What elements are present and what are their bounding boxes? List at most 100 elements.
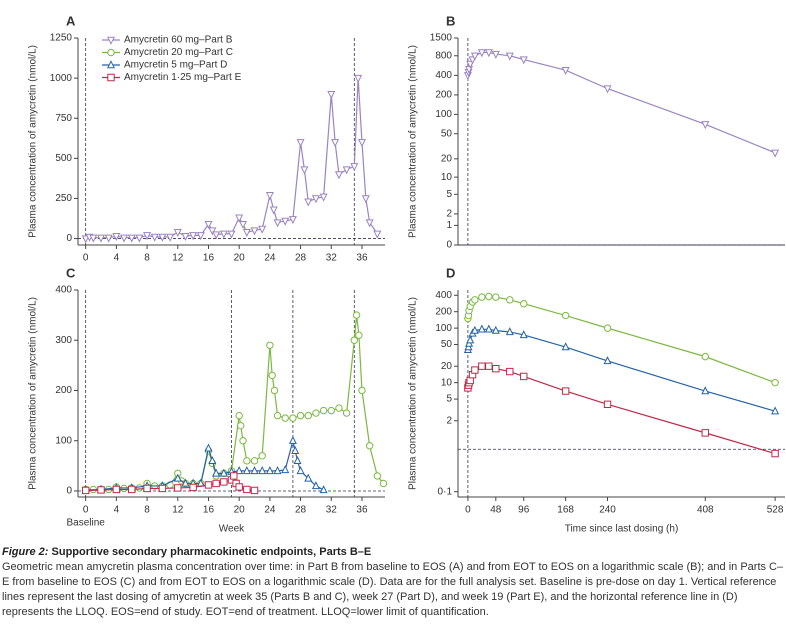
marker (212, 468, 221, 477)
y-tick-label: 200 (55, 385, 72, 396)
x-tick-label: 528 (767, 505, 784, 516)
x-tick-label: 36 (356, 253, 368, 264)
marker (273, 411, 282, 420)
y-tick-label: 400 (435, 70, 452, 81)
marker (478, 293, 486, 301)
marker (355, 331, 363, 339)
marker (478, 362, 486, 370)
marker (281, 465, 290, 474)
marker (258, 466, 267, 475)
x-tick-label: 16 (203, 505, 215, 516)
marker (352, 311, 361, 319)
marker (112, 485, 121, 494)
caption-title: Figure 2: Supportive secondary pharmacok… (2, 546, 371, 558)
x-tick-label: 408 (697, 505, 714, 516)
marker (701, 386, 710, 395)
x-tick-label: 96 (518, 505, 530, 516)
marker (342, 166, 351, 175)
x-axis-label: Time since last dosing (h) (565, 524, 679, 535)
legend-label: Amycretin 5 mg–Part D (124, 60, 227, 71)
marker (520, 300, 528, 308)
y-tick-label: 100 (435, 323, 452, 334)
y-tick-label: 2 (446, 415, 452, 426)
marker (196, 232, 205, 241)
y-tick-label: 400 (55, 285, 72, 296)
marker (357, 139, 366, 148)
marker (89, 234, 98, 243)
marker (603, 356, 612, 365)
y-tick-label: 500 (55, 153, 72, 164)
marker (311, 481, 320, 490)
y-tick-label: 800 (435, 50, 452, 61)
marker (81, 486, 90, 495)
marker (471, 296, 479, 304)
marker (250, 486, 259, 495)
marker (291, 445, 300, 454)
marker (243, 485, 251, 494)
marker (166, 233, 175, 242)
marker (373, 230, 382, 239)
marker (331, 139, 340, 148)
marker (771, 449, 779, 458)
marker (97, 486, 105, 494)
legend-marker (106, 36, 116, 45)
marker (477, 49, 486, 58)
x-tick-label: 8 (144, 505, 150, 516)
marker (304, 473, 313, 482)
marker (237, 421, 245, 430)
marker (250, 457, 259, 465)
marker (212, 231, 221, 240)
marker (771, 149, 780, 158)
marker (561, 311, 570, 320)
y-tick-label: 100 (55, 435, 72, 446)
marker (311, 195, 320, 204)
y-tick-label: 1500 (430, 33, 453, 44)
marker (304, 411, 312, 420)
marker (230, 472, 238, 480)
y-tick-label: 1000 (50, 73, 73, 84)
marker (485, 292, 493, 301)
marker (235, 483, 243, 491)
marker (181, 478, 190, 487)
marker (361, 195, 370, 204)
y-tick-label: 200 (435, 306, 452, 317)
marker (350, 163, 359, 172)
marker (273, 466, 282, 475)
caption-label: Figure 2: (2, 546, 49, 558)
y-tick-label: 0 (66, 486, 72, 497)
marker (158, 484, 167, 493)
marker (268, 371, 276, 380)
marker (506, 367, 514, 376)
y-tick-label: 300 (55, 335, 72, 346)
marker (505, 327, 514, 336)
marker (120, 234, 129, 243)
marker (235, 466, 244, 475)
marker (239, 437, 247, 445)
marker (491, 325, 500, 334)
marker (293, 456, 302, 465)
marker (270, 386, 279, 395)
x-tick-label: 0 (83, 253, 89, 264)
legend-marker (106, 60, 116, 69)
marker (603, 85, 612, 94)
y-tick-label: 250 (55, 193, 72, 204)
marker (327, 406, 335, 415)
marker (466, 335, 475, 344)
marker (561, 342, 570, 351)
marker (373, 472, 382, 480)
panel-label: B (446, 13, 455, 28)
marker (273, 219, 282, 228)
marker (97, 234, 106, 243)
panel-label: C (66, 265, 76, 280)
marker (265, 466, 274, 475)
marker (289, 414, 297, 422)
marker (189, 483, 197, 492)
marker (204, 443, 213, 452)
y-tick-label: 5 (446, 189, 452, 200)
y-tick-label: 5 (446, 394, 452, 405)
marker (242, 228, 251, 237)
x-tick-label: 168 (557, 505, 574, 516)
x-tick-label: 36 (356, 505, 368, 516)
